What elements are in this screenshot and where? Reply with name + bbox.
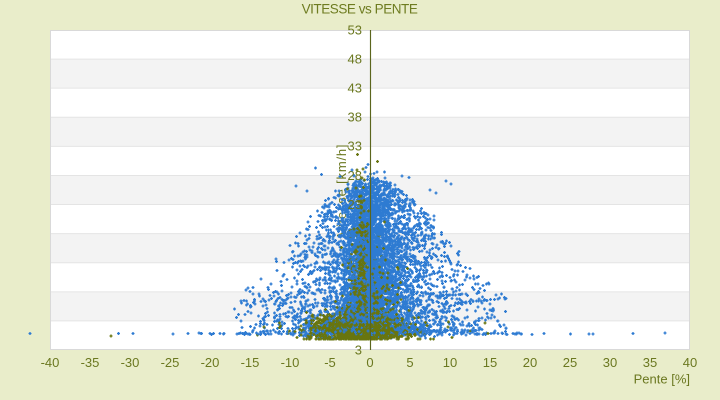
svg-text:-30: -30: [121, 355, 140, 370]
svg-text:-25: -25: [161, 355, 180, 370]
svg-text:3: 3: [355, 342, 362, 357]
svg-text:33: 33: [348, 139, 362, 154]
svg-text:20: 20: [523, 355, 537, 370]
svg-text:15: 15: [483, 355, 497, 370]
svg-text:38: 38: [348, 110, 362, 125]
svg-text:Pente [%]: Pente [%]: [634, 372, 690, 387]
svg-text:40: 40: [683, 355, 697, 370]
svg-text:43: 43: [348, 81, 362, 96]
svg-text:53: 53: [348, 22, 362, 37]
svg-text:30: 30: [603, 355, 617, 370]
svg-text:-40: -40: [41, 355, 60, 370]
svg-text:28: 28: [348, 168, 362, 183]
svg-text:48: 48: [348, 51, 362, 66]
svg-text:-5: -5: [324, 355, 336, 370]
svg-text:25: 25: [563, 355, 577, 370]
svg-text:23: 23: [348, 197, 362, 212]
svg-text:-15: -15: [241, 355, 260, 370]
svg-text:35: 35: [643, 355, 657, 370]
svg-text:-10: -10: [281, 355, 300, 370]
svg-text:VITESSE vs PENTE: VITESSE vs PENTE: [302, 2, 418, 17]
svg-text:-20: -20: [201, 355, 220, 370]
svg-text:-35: -35: [81, 355, 100, 370]
svg-text:5: 5: [406, 355, 413, 370]
svg-text:10: 10: [443, 355, 457, 370]
svg-text:0: 0: [366, 355, 373, 370]
